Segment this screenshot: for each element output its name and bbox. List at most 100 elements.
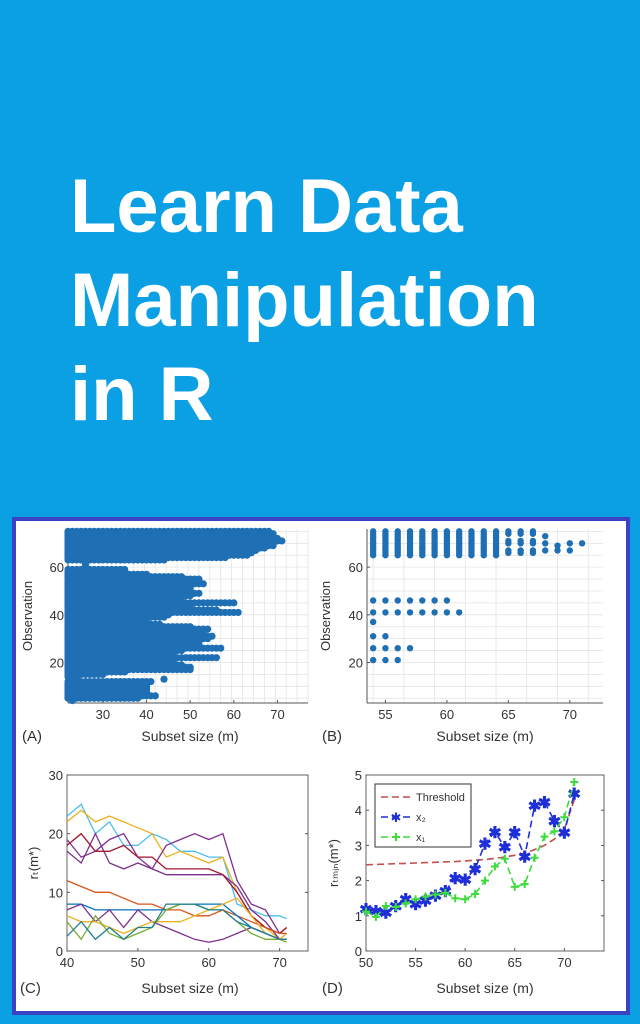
- data-point-star: ✱: [528, 799, 541, 816]
- data-point-plus: [431, 890, 440, 899]
- x-axis-label: Subset size (m): [436, 980, 533, 996]
- legend-marker-plus: [392, 833, 400, 841]
- scatter-point: [243, 551, 251, 559]
- scatter-point: [431, 528, 438, 535]
- x-tick-label: 55: [408, 955, 422, 970]
- data-point-plus: [540, 832, 549, 841]
- y-tick-label: 40: [349, 608, 363, 623]
- scatter-point: [505, 537, 512, 545]
- panel-label: (C): [20, 980, 41, 997]
- scatter-point: [517, 547, 524, 554]
- series-line-8: [66, 897, 287, 940]
- title-line-3: in R: [70, 352, 214, 437]
- scatter-point: [382, 609, 389, 616]
- y-tick-label: 60: [349, 560, 363, 575]
- scatter-point: [382, 597, 389, 604]
- data-point-plus: [391, 903, 400, 911]
- scatter-point: [542, 540, 549, 547]
- scatter-point: [68, 697, 76, 705]
- scatter-point: [369, 609, 377, 616]
- scatter-point: [382, 633, 389, 640]
- scatter-point: [468, 528, 475, 535]
- scatter-point: [443, 609, 451, 616]
- panel-label: (B): [322, 728, 342, 745]
- data-point-star: ✱: [458, 873, 471, 890]
- scatter-point: [406, 528, 414, 535]
- scatter-point: [369, 633, 377, 640]
- y-tick-label: 2: [355, 874, 362, 889]
- y-tick-label: 4: [355, 803, 362, 818]
- scatter-point: [382, 656, 389, 664]
- scatter-point: [566, 540, 574, 547]
- scatter-point: [134, 694, 142, 702]
- scatter-point: [505, 547, 512, 554]
- y-tick-label: 0: [56, 944, 63, 959]
- data-point-star: ✱: [538, 795, 551, 812]
- title-line-1: Learn Data: [70, 164, 463, 249]
- data-point-plus: [441, 888, 450, 897]
- scatter-point: [529, 547, 537, 554]
- legend-label: x₂: [416, 812, 426, 824]
- data-point-plus: [381, 901, 390, 910]
- scatter-point: [455, 609, 463, 616]
- scatter-point: [406, 644, 414, 652]
- data-point-star: ✱: [478, 837, 491, 854]
- legend-label: Threshold: [416, 792, 465, 804]
- x-tick-label: 60: [227, 707, 241, 722]
- x-tick-label: 65: [501, 707, 515, 722]
- data-point-plus: [471, 889, 480, 898]
- scatter-point: [260, 544, 268, 552]
- scatter-point: [382, 644, 389, 652]
- x-tick-label: 70: [272, 955, 286, 970]
- legend-label: x₁: [416, 832, 426, 844]
- x-tick-label: 65: [508, 955, 522, 970]
- data-point-plus: [401, 899, 410, 908]
- scatter-point: [566, 547, 574, 554]
- series-line-0: [365, 799, 576, 866]
- data-point-star: ✱: [558, 825, 571, 842]
- scatter-point: [160, 675, 168, 683]
- chart-panel-c: 40 50 60 70 0 10 20 30 (C) Subset size (m) rₜ(m*): [20, 768, 309, 997]
- scatter-point: [369, 618, 377, 626]
- data-point-star: ✱: [518, 850, 531, 867]
- y-axis-label: rₜ(m*): [26, 847, 41, 880]
- data-point-star: ✱: [409, 897, 422, 914]
- data-point-plus: [411, 895, 420, 904]
- scatter-point: [406, 597, 414, 604]
- data-point-star: ✱: [498, 840, 511, 857]
- scatter-point: [177, 646, 186, 655]
- scatter-point: [151, 692, 159, 700]
- scatter-point: [234, 608, 242, 617]
- scatter-point: [492, 528, 500, 535]
- data-point-star: ✱: [419, 894, 432, 911]
- scatter-point: [419, 597, 426, 604]
- y-tick-label: 0: [355, 944, 362, 959]
- scatter-point: [578, 540, 586, 547]
- scatter-point: [369, 644, 377, 652]
- data-point-plus: [461, 895, 470, 904]
- series-line-4: [66, 832, 288, 935]
- panel-label: (D): [322, 980, 343, 997]
- scatter-point: [406, 609, 414, 616]
- x-tick-label: 60: [440, 707, 454, 722]
- data-point-plus: [500, 854, 509, 863]
- scatter-point: [529, 537, 537, 545]
- book-title: Learn Data Manipulation in R: [70, 160, 539, 442]
- scatter-point: [230, 599, 238, 607]
- series-line-1: [365, 793, 576, 914]
- scatter-point: [455, 528, 463, 535]
- data-point-star: ✱: [568, 787, 581, 804]
- x-tick-label: 30: [96, 707, 110, 722]
- y-tick-label: 1: [355, 909, 362, 924]
- scatter-point: [369, 656, 377, 664]
- data-point-star: ✱: [508, 825, 521, 842]
- scatter-point: [99, 670, 107, 678]
- data-point-star: ✱: [379, 905, 392, 922]
- scatter-point: [554, 547, 561, 554]
- data-point-plus: [560, 813, 569, 822]
- data-point-plus: [481, 876, 489, 885]
- scatter-point: [121, 668, 129, 676]
- x-axis-label: Subset size (m): [141, 980, 238, 996]
- data-point-plus: [510, 882, 519, 891]
